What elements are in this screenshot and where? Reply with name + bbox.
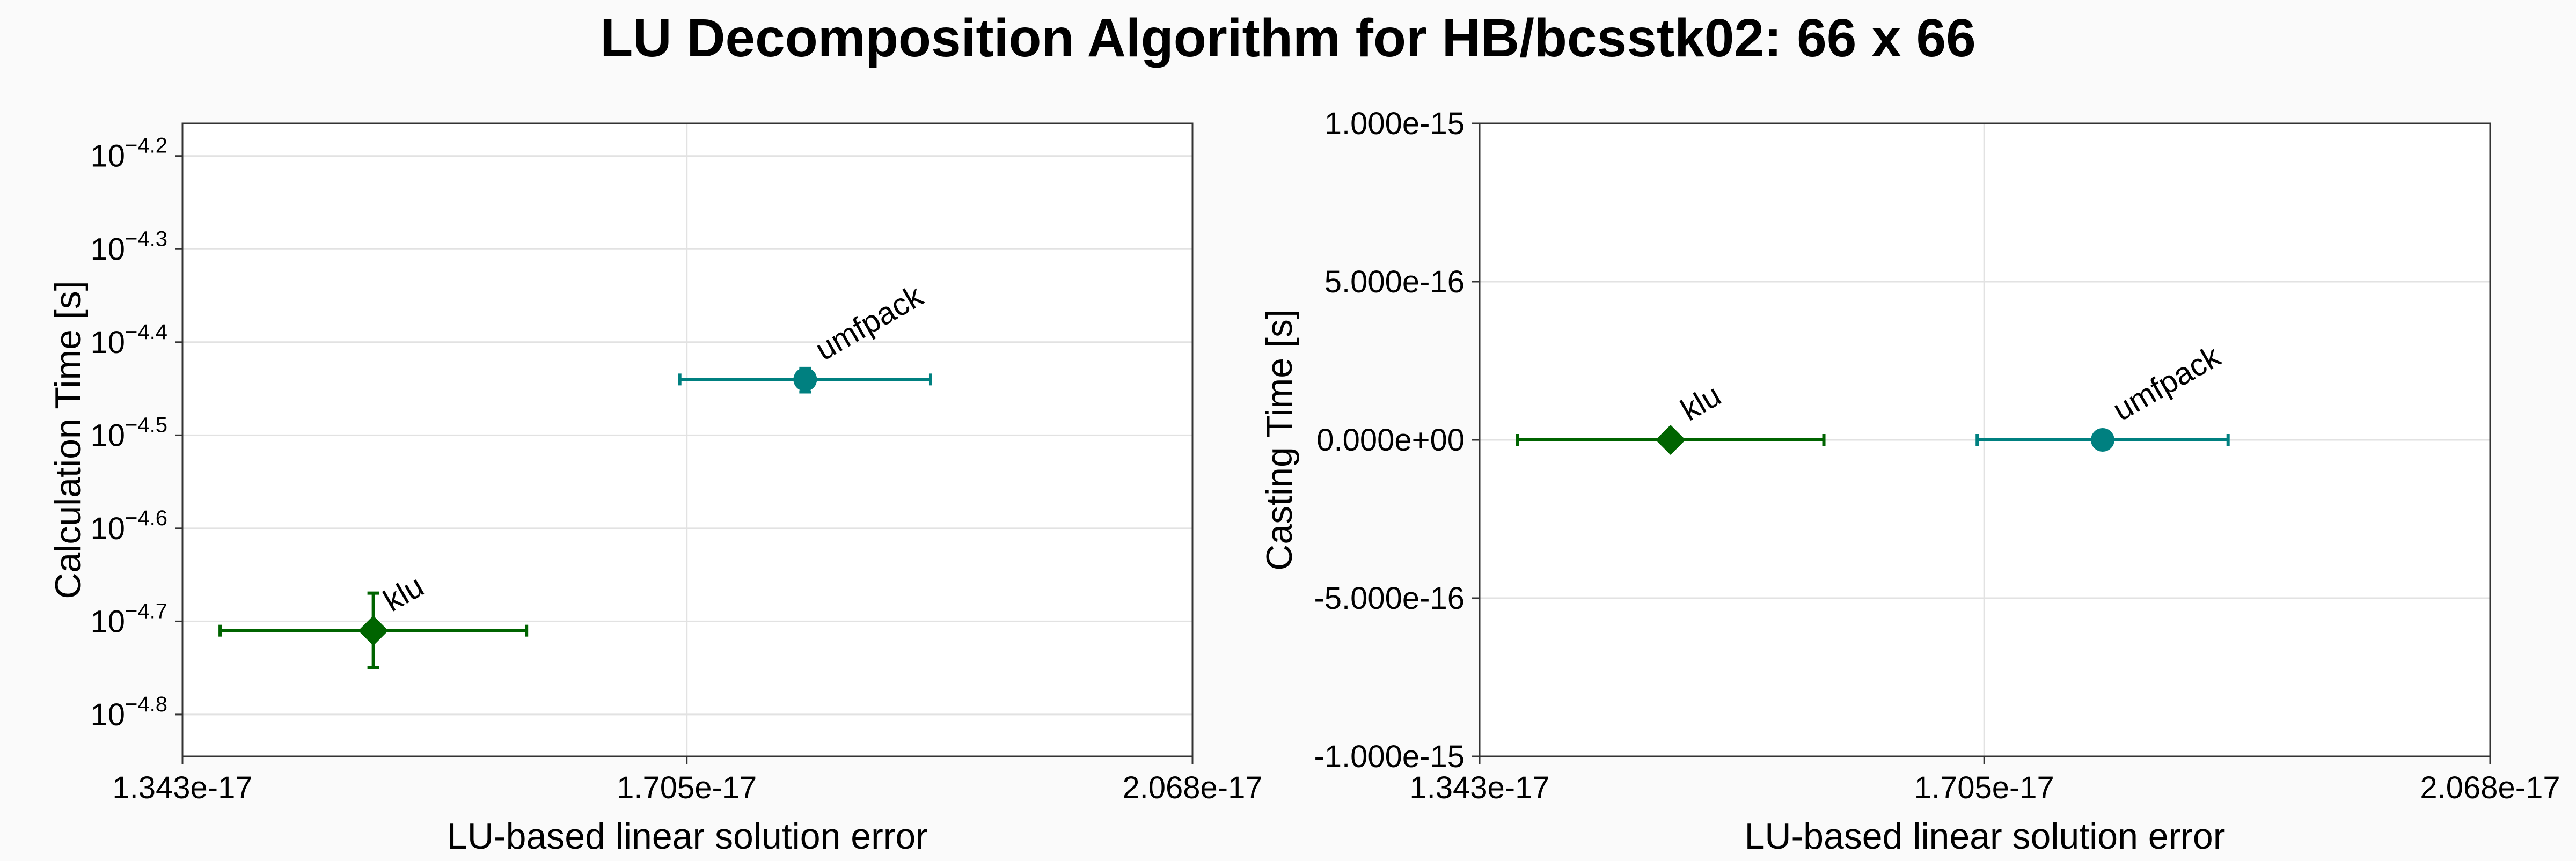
- y-tick-label: 10−4.6: [91, 506, 167, 546]
- x-tick-label: 1.343e-17: [1409, 770, 1549, 805]
- y-tick-label: 10−4.3: [91, 227, 167, 267]
- y-tick-label: 1.000e-15: [1324, 106, 1465, 141]
- y-tick-label: 10−4.8: [91, 693, 167, 732]
- x-tick-label: 1.705e-17: [617, 770, 757, 805]
- y-axis-label: Calculation Time [s]: [48, 281, 89, 599]
- x-tick-label: 2.068e-17: [2420, 770, 2560, 805]
- y-tick-label: 10−4.5: [91, 413, 167, 453]
- calculation-time-panel: 1.343e-17 1.705e-17 2.068e-17 10−4.8 10−4.7 1…: [48, 122, 1263, 857]
- y-tick-label: 5.000e-16: [1324, 264, 1465, 299]
- y-tick-label: -5.000e-16: [1314, 581, 1465, 616]
- y-tick-label: 10−4.4: [91, 320, 167, 360]
- x-axis-label: LU-based linear solution error: [447, 816, 928, 857]
- umfpack-point: [2090, 428, 2114, 452]
- chart-title: LU Decomposition Algorithm for HB/bcsstk…: [600, 8, 1975, 68]
- x-tick-label: 1.705e-17: [1914, 770, 2054, 805]
- klu-point: [358, 615, 389, 646]
- y-axis-label: Casting Time [s]: [1259, 309, 1300, 571]
- y-tick-label: 10−4.7: [91, 599, 167, 639]
- x-tick-label: 1.343e-17: [112, 770, 252, 805]
- umfpack-point: [793, 367, 817, 392]
- y-tick-label: 0.000e+00: [1316, 423, 1465, 458]
- x-axis-label: LU-based linear solution error: [1745, 816, 2226, 857]
- y-tick-label: -1.000e-15: [1314, 739, 1465, 774]
- y-tick-label: 10−4.2: [91, 134, 167, 174]
- casting-time-panel: 1.343e-17 1.705e-17 2.068e-17 -1.000e-15 -5.…: [1259, 106, 2560, 857]
- klu-point: [1655, 425, 1686, 455]
- x-tick-label: 2.068e-17: [1122, 770, 1262, 805]
